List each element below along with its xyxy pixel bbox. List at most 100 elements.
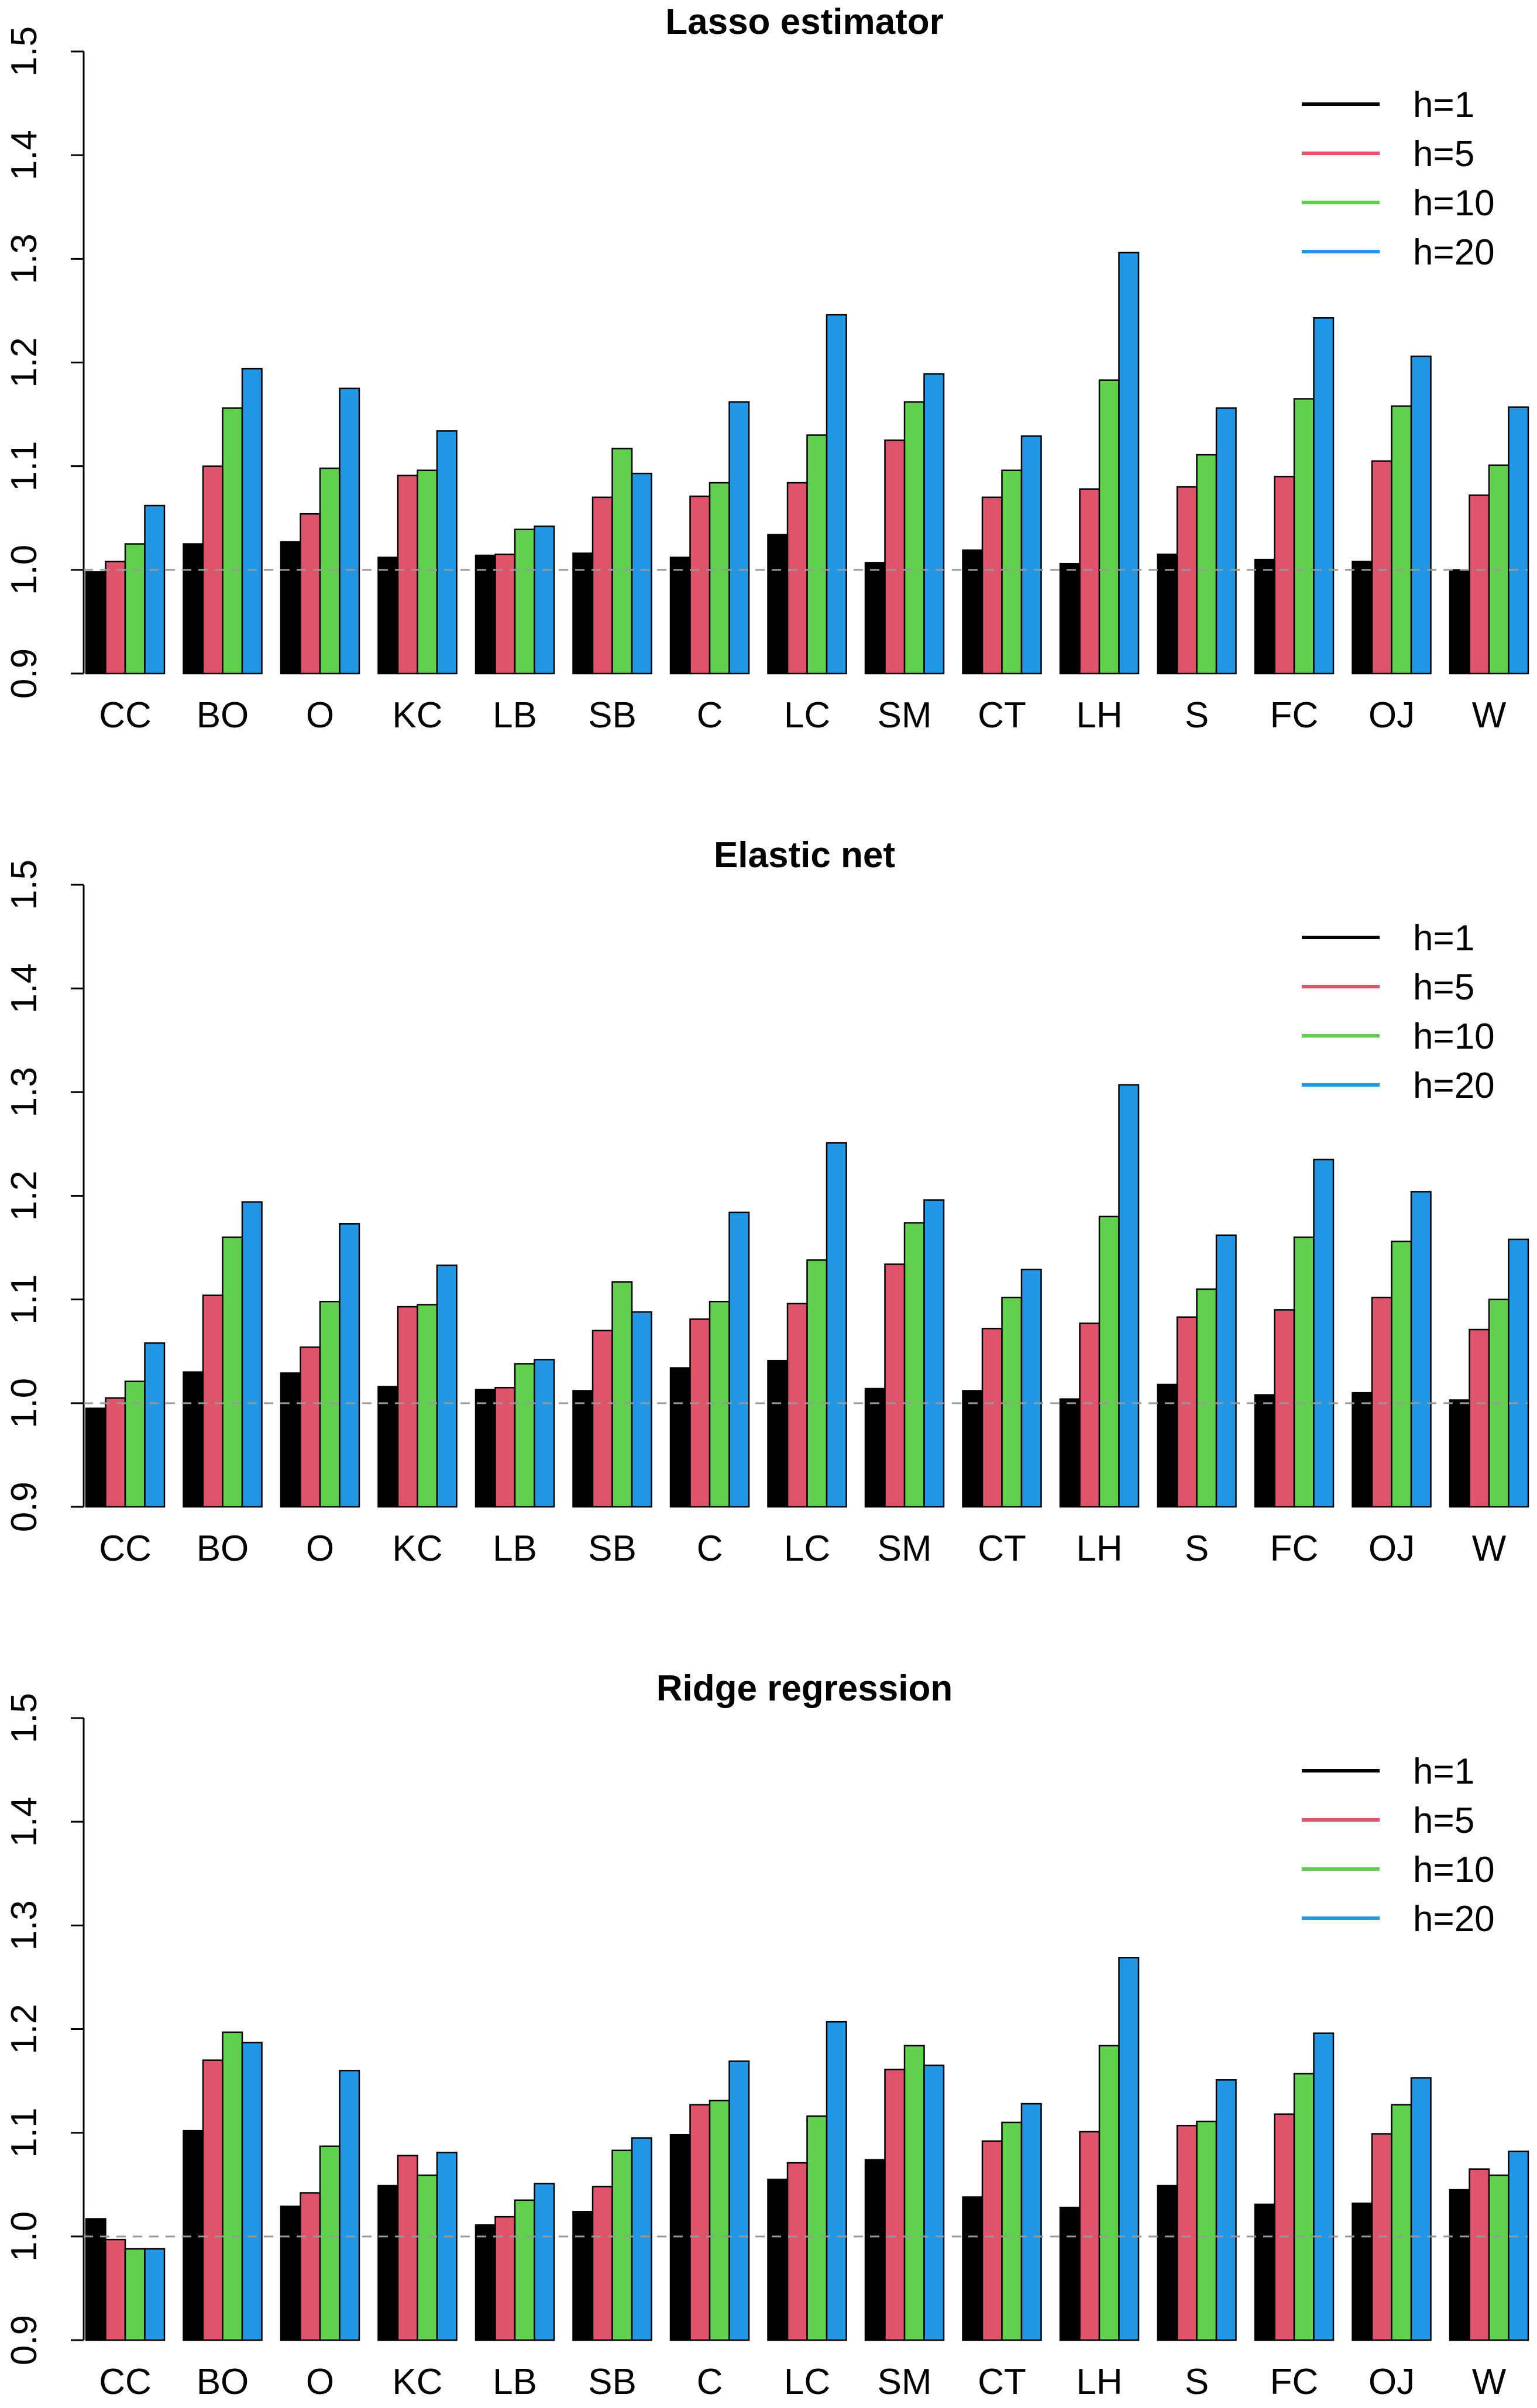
bar-w-h20 — [1508, 406, 1529, 675]
bar-sb-h20 — [631, 2137, 652, 2341]
bar-series — [124, 2031, 1510, 2341]
bar-kc-h20 — [436, 2152, 458, 2341]
bar-bo-h5 — [202, 1294, 223, 1508]
y-tick-label: 1.0 — [4, 2211, 44, 2262]
bar-sb-h10 — [611, 448, 633, 675]
x-tick-label: LH — [1076, 695, 1122, 736]
bar-bo-h5 — [202, 2059, 223, 2341]
bar-sm-h20 — [923, 1199, 945, 1508]
bar-cc-h20 — [144, 504, 166, 675]
x-tick-label: SM — [878, 1528, 932, 1569]
bar-fc-h1 — [1254, 1394, 1275, 1508]
legend-label: h=1 — [1413, 85, 1474, 125]
bar-sb-h5 — [592, 496, 613, 675]
chart-title: Ridge regression — [656, 1668, 953, 1709]
bar-fc-h10 — [1293, 1236, 1315, 1508]
bar-sb-h1 — [572, 1390, 594, 1508]
legend-label: h=10 — [1413, 183, 1495, 224]
bar-sm-h20 — [923, 373, 945, 675]
bar-series — [105, 1263, 1490, 1508]
bar-s-h5 — [1176, 2125, 1198, 2341]
x-tick-label: C — [697, 695, 723, 736]
bar-cc-h5 — [105, 1397, 126, 1508]
bar-ct-h5 — [981, 1328, 1003, 1508]
y-tick-label: 1.2 — [4, 1170, 44, 1221]
bar-lh-h10 — [1098, 379, 1120, 675]
bar-bo-h1 — [183, 2129, 204, 2341]
bar-lc-h10 — [806, 1259, 828, 1508]
bar-oj-h10 — [1391, 405, 1412, 675]
bar-fc-h1 — [1254, 558, 1275, 675]
x-tick-label: W — [1472, 1528, 1507, 1569]
bar-fc-h1 — [1254, 2203, 1275, 2341]
bar-oj-h5 — [1371, 1296, 1392, 1508]
legend: h=1 h=5 h=10 h=20 — [1302, 918, 1495, 1106]
bar-ct-h1 — [962, 2196, 984, 2341]
y-tick-label: 1.5 — [4, 860, 44, 910]
bar-cc-h1 — [85, 571, 106, 675]
bar-cc-h20 — [144, 2248, 166, 2341]
bar-lb-h1 — [474, 554, 496, 675]
bar-w-h1 — [1449, 569, 1470, 675]
bar-s-h5 — [1176, 486, 1198, 675]
bar-series — [105, 439, 1490, 675]
x-tick-label: OJ — [1368, 695, 1415, 736]
y-tick-label: 1.4 — [4, 963, 44, 1014]
bar-cc-h10 — [124, 2248, 146, 2341]
bar-c-h5 — [689, 495, 711, 675]
bar-lc-h20 — [826, 314, 847, 675]
bar-oj-h20 — [1410, 355, 1432, 675]
bar-c-h20 — [728, 1211, 750, 1508]
y-tick-label: 1.1 — [4, 2108, 44, 2158]
bar-ct-h10 — [1001, 2121, 1023, 2341]
y-tick-label: 1.1 — [4, 1275, 44, 1325]
legend-label: h=1 — [1413, 918, 1474, 959]
x-tick-label: BO — [197, 1528, 249, 1569]
bar-lh-h20 — [1118, 252, 1140, 675]
bar-cc-h10 — [124, 1380, 146, 1508]
x-tick-label: O — [306, 2362, 334, 2402]
bar-kc-h5 — [397, 2155, 418, 2341]
bar-o-h20 — [339, 2070, 360, 2341]
bar-fc-h5 — [1274, 2113, 1295, 2341]
bar-kc-h1 — [377, 1386, 399, 1508]
bar-o-h1 — [280, 2206, 301, 2341]
x-tick-label: LC — [784, 1528, 830, 1569]
bar-kc-h20 — [436, 1264, 458, 1508]
legend-label: h=5 — [1413, 134, 1474, 174]
x-tick-label: C — [697, 1528, 723, 1569]
bar-sm-h5 — [884, 1263, 906, 1508]
bar-o-h10 — [319, 1300, 341, 1508]
bar-oj-h10 — [1391, 2104, 1412, 2341]
bar-series — [85, 2129, 1470, 2341]
bar-c-h10 — [709, 1300, 730, 1508]
x-tick-label: FC — [1270, 1528, 1319, 1569]
bar-lc-h1 — [767, 534, 789, 675]
bar-lb-h20 — [534, 1359, 555, 1508]
bar-lb-h20 — [534, 525, 555, 675]
bar-w-h5 — [1469, 494, 1490, 675]
bar-c-h10 — [709, 482, 730, 675]
bar-s-h1 — [1157, 2184, 1178, 2341]
x-tick-label: SB — [588, 2362, 637, 2402]
bar-bo-h10 — [222, 1236, 243, 1508]
bar-sb-h5 — [592, 2186, 613, 2341]
bar-bo-h20 — [241, 1201, 263, 1508]
x-tick-label: CT — [978, 1528, 1026, 1569]
legend-label: h=20 — [1413, 232, 1495, 273]
legend: h=1 h=5 h=10 h=20 — [1302, 85, 1495, 273]
bar-ct-h20 — [1020, 435, 1042, 675]
y-tick-label: 1.2 — [4, 2004, 44, 2054]
bar-oj-h20 — [1410, 2077, 1432, 2341]
bar-w-h10 — [1488, 2175, 1510, 2341]
bar-sb-h10 — [611, 2149, 633, 2341]
bar-sb-h10 — [611, 1281, 633, 1508]
bar-cc-h5 — [105, 561, 126, 675]
bar-ct-h1 — [962, 1390, 984, 1508]
bar-lb-h5 — [494, 554, 516, 675]
bar-s-h10 — [1196, 454, 1218, 675]
bar-lb-h1 — [474, 2224, 496, 2341]
bar-fc-h20 — [1313, 2032, 1335, 2341]
bar-sm-h10 — [903, 2045, 925, 2341]
bar-cc-h1 — [85, 2218, 106, 2341]
